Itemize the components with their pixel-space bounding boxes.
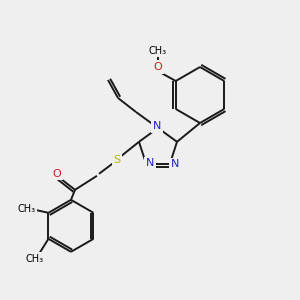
Text: CH₃: CH₃ xyxy=(17,204,35,214)
Text: S: S xyxy=(113,155,121,165)
Text: N: N xyxy=(171,159,179,169)
Text: CH₃: CH₃ xyxy=(26,254,44,264)
Text: O: O xyxy=(153,62,162,72)
Text: N: N xyxy=(146,158,154,168)
Text: CH₃: CH₃ xyxy=(149,46,167,56)
Text: O: O xyxy=(52,169,62,179)
Text: N: N xyxy=(153,121,161,131)
